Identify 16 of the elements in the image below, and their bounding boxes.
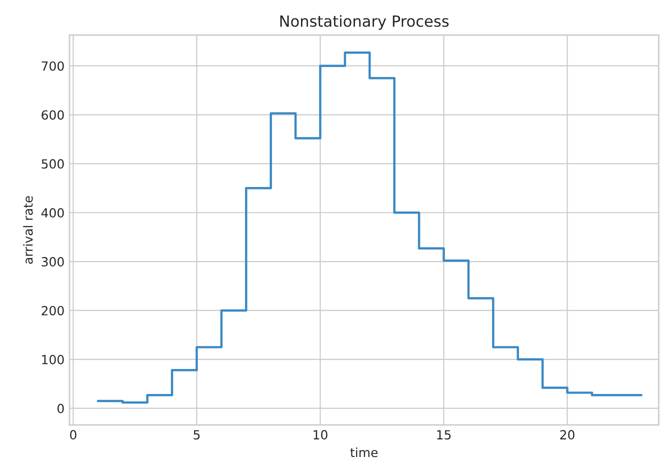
y-tick-label: 500: [42, 159, 64, 169]
y-tick-label: 100: [42, 354, 64, 364]
y-tick-label: 700: [42, 61, 64, 71]
x-tick-label: 10: [314, 430, 328, 440]
y-tick-label: 600: [42, 110, 64, 120]
x-tick-label: 15: [437, 430, 451, 440]
y-tick-label: 200: [42, 306, 64, 316]
y-axis-title: arrival rate: [23, 196, 33, 264]
x-tick-label: 0: [70, 430, 76, 440]
x-tick-label: 20: [560, 430, 574, 440]
y-tick-label: 400: [41, 208, 64, 218]
x-axis-title: time: [350, 447, 378, 458]
y-tick-label: 0: [58, 404, 64, 414]
x-tick-label: 5: [194, 430, 200, 440]
y-tick-label: 300: [42, 257, 64, 266]
chart-title: Nonstationary Process: [280, 15, 449, 30]
